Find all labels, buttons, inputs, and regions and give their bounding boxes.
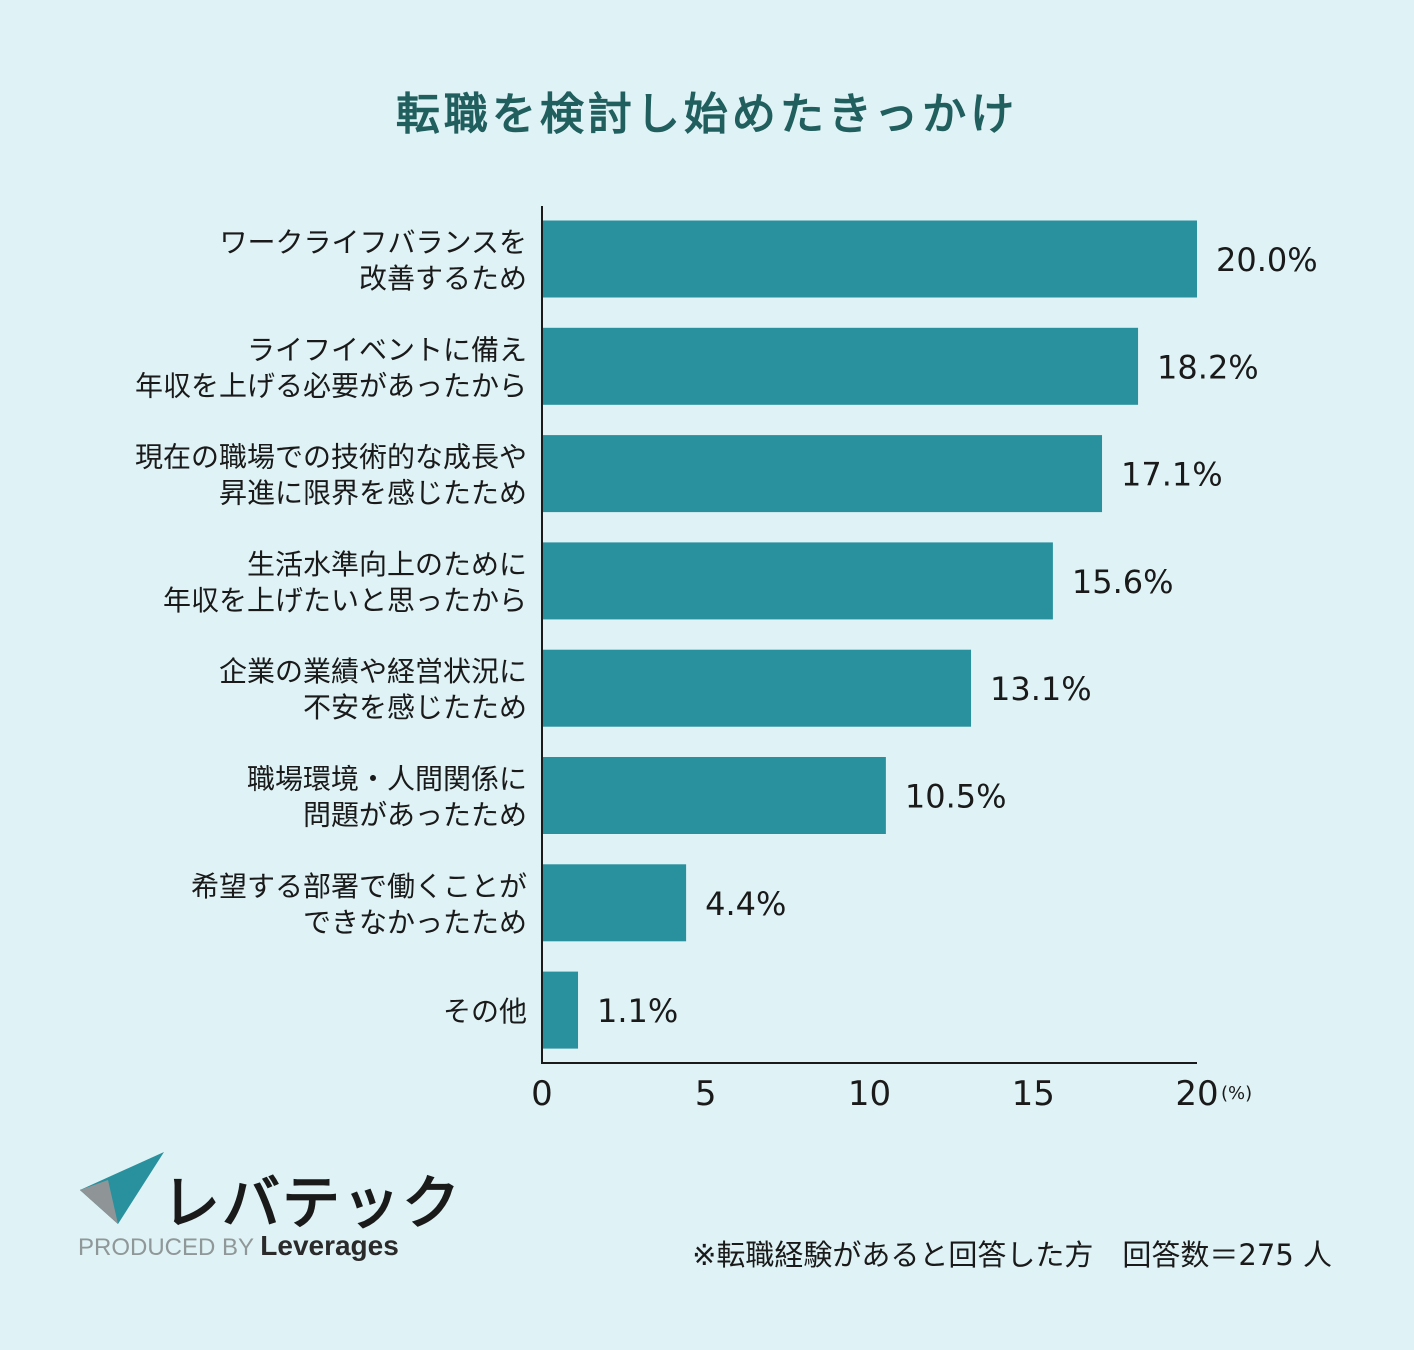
bar: [542, 971, 579, 1049]
x-tick-label: 15: [1012, 1074, 1055, 1114]
value-label: 13.1%: [990, 670, 1092, 708]
footnote: ※転職経験があると回答した方 回答数＝275 人: [692, 1238, 1332, 1272]
bar: [542, 220, 1197, 298]
levtech-logo: レバテック PRODUCED BY Leverages: [78, 1150, 460, 1270]
x-tick-label: 0: [531, 1074, 553, 1114]
bar: [542, 757, 886, 834]
bar: [542, 542, 1053, 620]
value-label: 20.0%: [1216, 241, 1318, 279]
produced-by-label: PRODUCED BY: [78, 1234, 254, 1261]
category-label: 年収を上げたいと思ったから: [163, 584, 527, 617]
category-label: その他: [443, 995, 527, 1028]
category-label: 希望する部署で働くことが: [191, 870, 527, 903]
category-label: できなかったため: [303, 906, 527, 939]
category-label: 現在の職場での技術的な成長や: [135, 441, 527, 474]
x-tick-label: 10: [848, 1074, 891, 1114]
category-label: 昇進に限界を感じたため: [219, 477, 527, 510]
category-label: 不安を感じたため: [303, 691, 527, 724]
bar: [542, 327, 1139, 405]
value-label: 1.1%: [597, 992, 678, 1030]
category-label: 職場環境・人間関係に: [247, 763, 527, 796]
category-label: 年収を上げる必要があったから: [135, 369, 527, 402]
bar: [542, 435, 1103, 513]
value-label: 4.4%: [705, 885, 786, 923]
bar: [542, 864, 687, 942]
category-label: 問題があったため: [303, 799, 527, 832]
value-label: 15.6%: [1072, 563, 1174, 601]
category-label: 改善するため: [359, 262, 527, 295]
produced-by-line: PRODUCED BY Leverages: [78, 1230, 399, 1262]
x-tick-label: 20: [1175, 1074, 1218, 1114]
category-label: ライフイベントに備え: [247, 333, 527, 366]
logo-wordmark: レバテック: [162, 1169, 463, 1237]
x-axis-unit: (%): [1221, 1083, 1252, 1104]
value-label: 10.5%: [905, 778, 1007, 816]
category-label: 生活水準向上のために: [247, 548, 527, 581]
value-label: 17.1%: [1121, 456, 1223, 494]
brand-name: Leverages: [260, 1230, 399, 1261]
category-label: ワークライフバランスを: [220, 226, 527, 259]
bar: [542, 649, 972, 727]
value-label: 18.2%: [1157, 348, 1259, 386]
x-tick-label: 5: [695, 1074, 717, 1114]
logo-mark-icon: [80, 1152, 164, 1224]
category-label: 企業の業績や経営状況に: [219, 655, 527, 688]
chart-title: 転職を検討し始めたきっかけ: [395, 89, 1019, 140]
